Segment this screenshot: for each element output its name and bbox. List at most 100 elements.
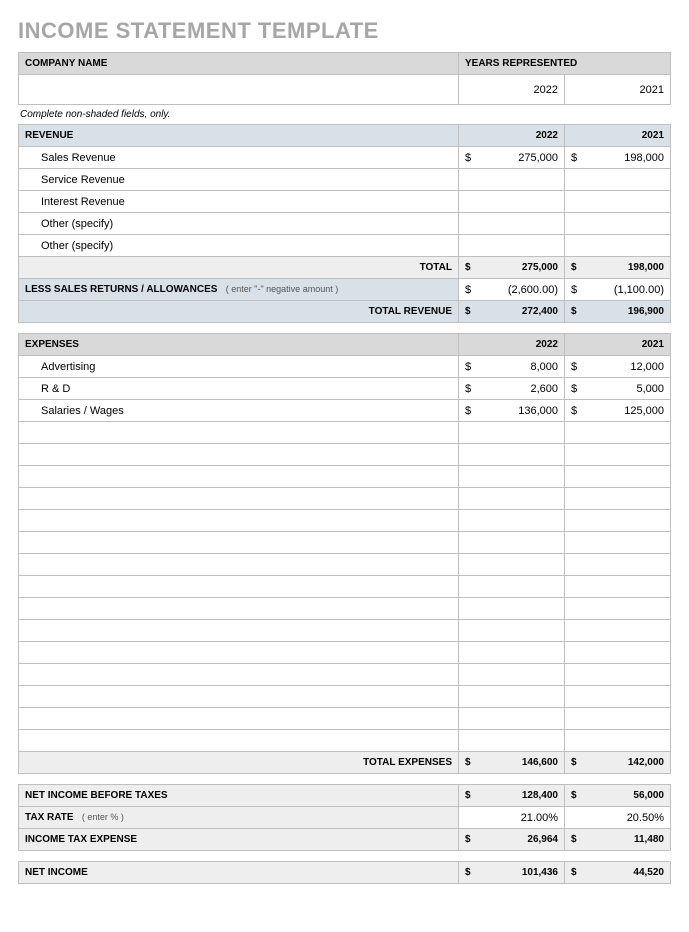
- revenue-val-b[interactable]: 198,000: [579, 147, 671, 169]
- expenses-sym-b[interactable]: [565, 466, 579, 488]
- expenses-val-a[interactable]: [473, 730, 565, 752]
- expenses-val-a[interactable]: [473, 708, 565, 730]
- revenue-val-b[interactable]: [579, 213, 671, 235]
- expenses-val-b[interactable]: [579, 532, 671, 554]
- expenses-sym-a[interactable]: [459, 488, 473, 510]
- expenses-sym-b[interactable]: [565, 686, 579, 708]
- revenue-sym-b[interactable]: [565, 191, 579, 213]
- expenses-label[interactable]: R & D: [19, 378, 459, 400]
- year-a[interactable]: 2022: [459, 75, 565, 105]
- revenue-sym-a[interactable]: [459, 169, 473, 191]
- expenses-sym-b[interactable]: [565, 576, 579, 598]
- expenses-val-a[interactable]: 8,000: [473, 356, 565, 378]
- expenses-val-a[interactable]: [473, 554, 565, 576]
- expenses-val-b[interactable]: [579, 620, 671, 642]
- expenses-sym-a[interactable]: [459, 598, 473, 620]
- expenses-label[interactable]: [19, 576, 459, 598]
- revenue-label[interactable]: Service Revenue: [19, 169, 459, 191]
- expenses-val-a[interactable]: 2,600: [473, 378, 565, 400]
- tax-rate-sym-b[interactable]: [565, 807, 579, 829]
- expenses-sym-a[interactable]: [459, 642, 473, 664]
- expenses-sym-a[interactable]: [459, 686, 473, 708]
- expenses-label[interactable]: [19, 686, 459, 708]
- expenses-sym-b[interactable]: [565, 532, 579, 554]
- expenses-sym-b[interactable]: [565, 444, 579, 466]
- expenses-label[interactable]: [19, 664, 459, 686]
- expenses-label[interactable]: [19, 620, 459, 642]
- expenses-sym-b[interactable]: $: [565, 400, 579, 422]
- expenses-label[interactable]: [19, 554, 459, 576]
- expenses-sym-b[interactable]: [565, 488, 579, 510]
- expenses-val-a[interactable]: [473, 576, 565, 598]
- expenses-sym-a[interactable]: [459, 576, 473, 598]
- expenses-sym-a[interactable]: [459, 730, 473, 752]
- revenue-val-b[interactable]: [579, 235, 671, 257]
- expenses-val-b[interactable]: [579, 510, 671, 532]
- expenses-val-a[interactable]: [473, 598, 565, 620]
- expenses-sym-b[interactable]: [565, 422, 579, 444]
- expenses-sym-b[interactable]: [565, 642, 579, 664]
- expenses-sym-a[interactable]: [459, 422, 473, 444]
- revenue-sym-b[interactable]: [565, 235, 579, 257]
- expenses-label[interactable]: [19, 598, 459, 620]
- less-val-a[interactable]: (2,600.00): [473, 279, 565, 301]
- tax-rate-val-a[interactable]: 21.00%: [473, 807, 565, 829]
- expenses-sym-b[interactable]: [565, 708, 579, 730]
- expenses-label[interactable]: [19, 510, 459, 532]
- revenue-sym-b[interactable]: [565, 169, 579, 191]
- expenses-val-b[interactable]: [579, 422, 671, 444]
- expenses-val-a[interactable]: [473, 422, 565, 444]
- expenses-sym-a[interactable]: [459, 554, 473, 576]
- expenses-sym-b[interactable]: [565, 598, 579, 620]
- tax-rate-sym-a[interactable]: [459, 807, 473, 829]
- less-val-b[interactable]: (1,100.00): [579, 279, 671, 301]
- expenses-val-a[interactable]: [473, 444, 565, 466]
- less-sym-b[interactable]: $: [565, 279, 579, 301]
- company-name-input[interactable]: [19, 75, 459, 105]
- expenses-sym-b[interactable]: [565, 510, 579, 532]
- revenue-sym-a[interactable]: [459, 235, 473, 257]
- expenses-sym-b[interactable]: $: [565, 378, 579, 400]
- expenses-sym-a[interactable]: [459, 444, 473, 466]
- revenue-sym-b[interactable]: $: [565, 147, 579, 169]
- expenses-val-b[interactable]: [579, 444, 671, 466]
- revenue-label[interactable]: Other (specify): [19, 235, 459, 257]
- expenses-sym-b[interactable]: [565, 554, 579, 576]
- revenue-val-a[interactable]: [473, 191, 565, 213]
- revenue-sym-a[interactable]: $: [459, 147, 473, 169]
- expenses-val-a[interactable]: [473, 510, 565, 532]
- expenses-sym-a[interactable]: [459, 510, 473, 532]
- expenses-val-a[interactable]: [473, 642, 565, 664]
- expenses-val-a[interactable]: [473, 466, 565, 488]
- expenses-val-a[interactable]: [473, 488, 565, 510]
- revenue-val-b[interactable]: [579, 169, 671, 191]
- expenses-val-b[interactable]: [579, 576, 671, 598]
- revenue-val-a[interactable]: [473, 213, 565, 235]
- expenses-sym-a[interactable]: $: [459, 356, 473, 378]
- expenses-val-b[interactable]: [579, 598, 671, 620]
- expenses-val-b[interactable]: [579, 554, 671, 576]
- expenses-val-b[interactable]: 125,000: [579, 400, 671, 422]
- tax-rate-val-b[interactable]: 20.50%: [579, 807, 671, 829]
- expenses-val-a[interactable]: [473, 532, 565, 554]
- expenses-sym-a[interactable]: $: [459, 378, 473, 400]
- revenue-label[interactable]: Sales Revenue: [19, 147, 459, 169]
- expenses-sym-b[interactable]: [565, 664, 579, 686]
- revenue-label[interactable]: Other (specify): [19, 213, 459, 235]
- expenses-val-b[interactable]: [579, 466, 671, 488]
- expenses-val-b[interactable]: [579, 730, 671, 752]
- revenue-val-a[interactable]: [473, 169, 565, 191]
- expenses-val-a[interactable]: 136,000: [473, 400, 565, 422]
- expenses-label[interactable]: [19, 444, 459, 466]
- expenses-val-a[interactable]: [473, 620, 565, 642]
- expenses-label[interactable]: Salaries / Wages: [19, 400, 459, 422]
- expenses-val-b[interactable]: [579, 664, 671, 686]
- revenue-val-b[interactable]: [579, 191, 671, 213]
- expenses-label[interactable]: [19, 532, 459, 554]
- expenses-sym-a[interactable]: [459, 708, 473, 730]
- expenses-val-b[interactable]: 5,000: [579, 378, 671, 400]
- revenue-val-a[interactable]: 275,000: [473, 147, 565, 169]
- expenses-label[interactable]: [19, 488, 459, 510]
- expenses-label[interactable]: [19, 708, 459, 730]
- expenses-sym-b[interactable]: $: [565, 356, 579, 378]
